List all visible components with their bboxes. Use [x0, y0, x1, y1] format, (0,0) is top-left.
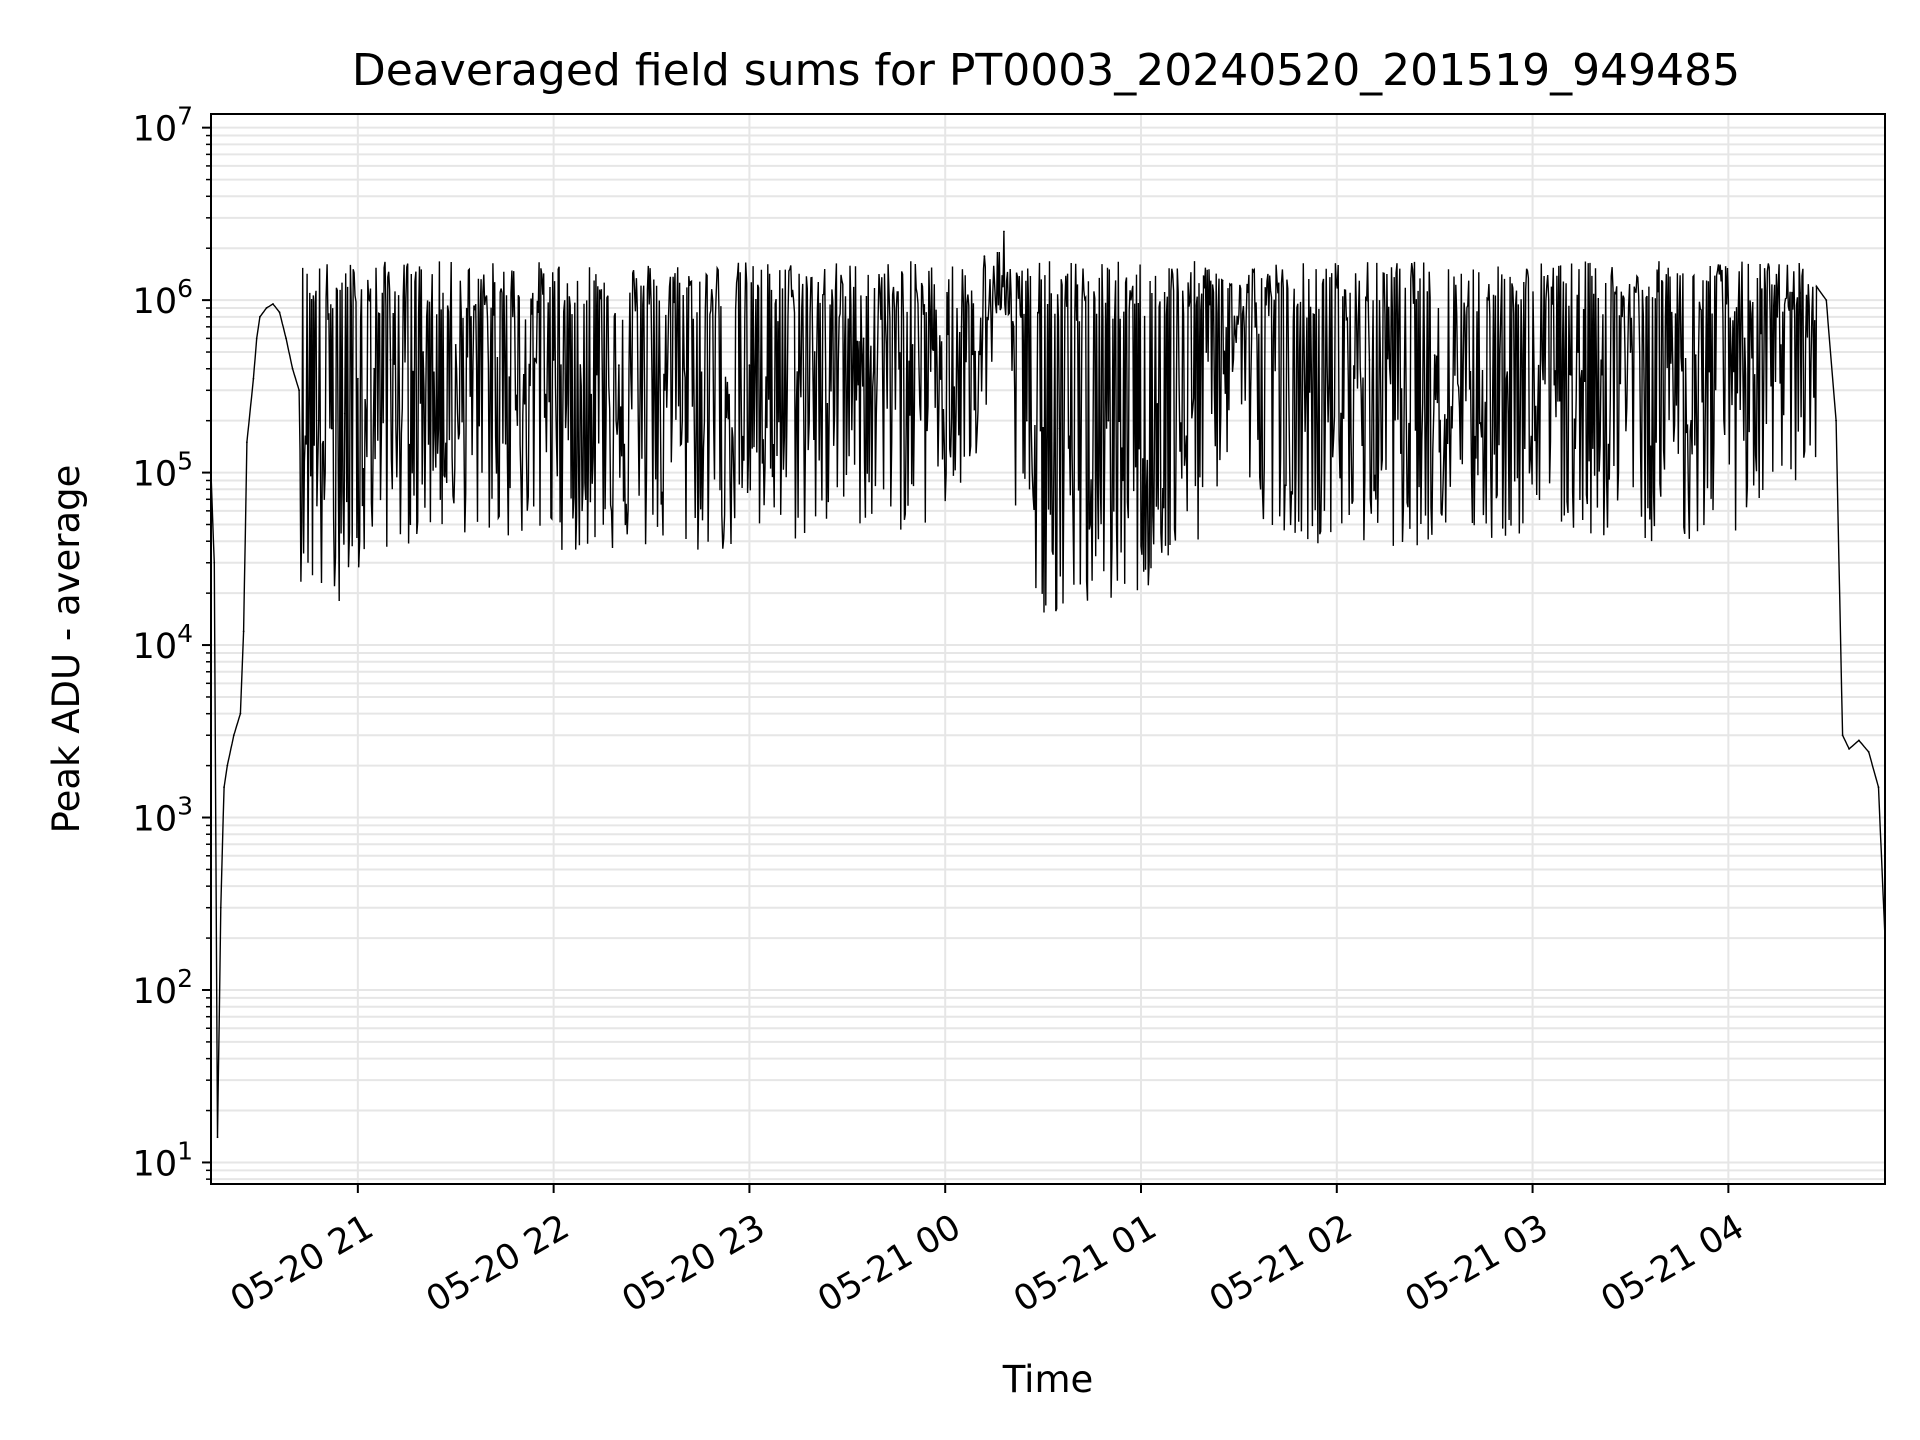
y-tick-label: 106: [133, 274, 193, 322]
data-point: [216, 1136, 219, 1139]
data-point: [373, 367, 376, 370]
data-point: [1867, 751, 1870, 753]
data-point: [683, 367, 686, 370]
data-point: [226, 764, 229, 767]
data-point: [278, 311, 281, 314]
y-tick-exponent: 6: [177, 274, 193, 303]
data-point: [343, 412, 346, 415]
data-point: [239, 712, 242, 715]
data-series: [210, 230, 1886, 1139]
data-point: [252, 377, 255, 380]
y-tick-base: 10: [133, 627, 178, 667]
data-point: [983, 255, 986, 257]
data-point: [911, 344, 914, 346]
y-tick-exponent: 3: [177, 792, 193, 821]
y-tick-label: 103: [133, 792, 193, 840]
data-point: [1857, 739, 1860, 742]
data-point: [454, 344, 457, 346]
data-point: [960, 325, 963, 328]
data-point: [1107, 419, 1110, 422]
y-tick-base: 10: [133, 1144, 178, 1184]
chart-title: Deaveraged field sums for PT0003_2024052…: [352, 45, 1740, 96]
data-point: [1815, 285, 1818, 288]
data-point: [1877, 786, 1880, 789]
y-tick-base: 10: [133, 455, 178, 495]
data-point: [317, 419, 320, 422]
data-point: [389, 359, 392, 361]
y-tick-base: 10: [133, 110, 178, 150]
data-point: [265, 307, 268, 309]
data-point: [307, 403, 310, 405]
data-point: [1303, 351, 1306, 353]
data-point: [1499, 351, 1501, 353]
data-point: [503, 351, 506, 353]
data-point: [291, 367, 294, 370]
data-point: [356, 377, 359, 380]
data-point: [245, 441, 248, 444]
data-point: [1841, 734, 1844, 737]
data-point: [1835, 419, 1837, 422]
data-point: [255, 337, 258, 340]
data-point: [285, 337, 287, 340]
y-tick-exponent: 4: [177, 619, 193, 648]
data-point: [1848, 747, 1851, 750]
data-point: [223, 786, 225, 789]
y-tick-base: 10: [133, 282, 178, 322]
data-point: [1156, 403, 1159, 405]
y-tick-base: 10: [133, 972, 178, 1012]
data-point: [1825, 299, 1828, 302]
data-point: [1368, 359, 1371, 361]
data-point: [1743, 337, 1746, 340]
data-point: [552, 359, 555, 361]
data-point: [330, 427, 333, 430]
data-point: [259, 315, 261, 318]
y-tick-base: 10: [133, 800, 178, 840]
x-axis-label: Time: [1002, 1358, 1094, 1401]
data-point: [1564, 348, 1567, 351]
y-tick-label: 102: [133, 964, 193, 1012]
y-tick-exponent: 5: [177, 447, 193, 476]
data-point: [1799, 292, 1802, 294]
data-point: [242, 630, 245, 633]
data-point: [232, 734, 235, 737]
data-point: [1205, 351, 1208, 353]
data-point: [1629, 351, 1632, 353]
y-tick-label: 107: [133, 102, 193, 150]
data-point: [1012, 325, 1015, 328]
data-point: [1221, 279, 1224, 282]
data-point: [1025, 419, 1028, 422]
data-point: [1003, 230, 1005, 233]
data-point: [748, 364, 751, 366]
data-point: [1254, 325, 1257, 328]
plot-frame: [210, 113, 1886, 1185]
data-point: [1776, 315, 1779, 318]
y-tick-exponent: 7: [177, 102, 193, 131]
data-point: [617, 364, 620, 366]
data-point: [862, 337, 865, 340]
data-point: [1433, 354, 1436, 356]
data-point: [213, 561, 216, 564]
data-point: [298, 389, 301, 392]
y-tick-label: 105: [133, 447, 193, 495]
y-axis-label: Peak ADU - average: [45, 465, 88, 834]
data-point: [1694, 354, 1697, 356]
y-tick-exponent: 1: [177, 1136, 193, 1165]
data-point: [219, 906, 222, 909]
y-tick-label: 101: [133, 1136, 193, 1184]
data-point: [272, 303, 274, 305]
data-line: [210, 231, 1886, 1138]
data-point: [1058, 427, 1061, 430]
data-point: [422, 351, 425, 353]
y-tick-exponent: 2: [177, 964, 193, 993]
y-tick-label: 104: [133, 619, 193, 667]
data-point: [813, 351, 816, 353]
